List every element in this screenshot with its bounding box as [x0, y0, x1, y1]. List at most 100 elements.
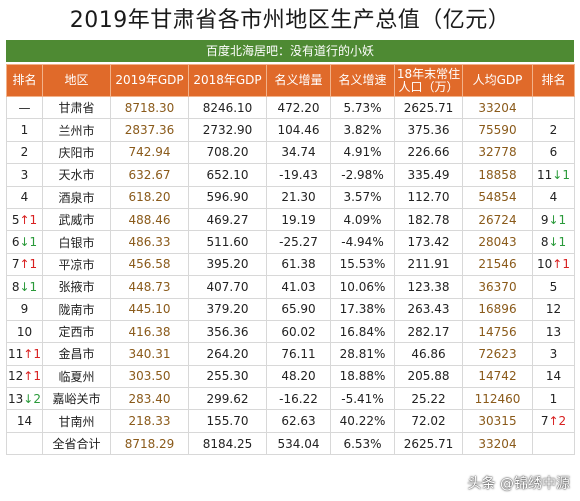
population-cell-value: 335.49	[407, 167, 450, 182]
watermark: 头条 @锦绣中源	[467, 476, 570, 492]
per-capita-cell: 14756	[462, 319, 533, 344]
region-cell-value: 庆阳市	[58, 145, 95, 160]
rank-cell: 4	[6, 185, 43, 209]
region-cell: 甘南州	[42, 409, 111, 433]
increase-cell-value: 534.04	[277, 436, 320, 451]
increase-header: 名义增量	[266, 64, 331, 97]
pc-rank-cell-value: 11	[537, 167, 553, 182]
population-cell-value: 205.88	[407, 369, 450, 384]
per-capita-cell-value: 14756	[478, 324, 517, 339]
gdp2019-cell: 618.20	[110, 185, 189, 209]
growth-cell: 4.09%	[330, 207, 395, 232]
rank-down-indicator: ↓1	[548, 235, 567, 250]
increase-cell-value: 65.90	[281, 302, 316, 317]
rank-cell: 3	[6, 163, 43, 187]
per-capita-cell-value: 32778	[478, 145, 517, 160]
per-capita-cell: 26724	[462, 207, 533, 232]
increase-cell-value: 60.02	[281, 324, 316, 339]
table-body: — 甘肃省 8718.30 8246.10 472.20 5.73% 2625.71 3320…	[6, 95, 575, 456]
growth-cell-value: 16.84%	[339, 324, 386, 339]
pc-rank-cell-value: 4	[549, 190, 558, 205]
population-cell-value: 282.17	[407, 324, 450, 339]
per-capita-cell-value: 36370	[478, 279, 517, 294]
gdp2018-cell-value: 8246.10	[202, 100, 253, 115]
pc-rank-cell: 7↑2	[532, 409, 575, 433]
region-cell-value: 甘肃省	[58, 101, 95, 116]
increase-cell-value: 48.20	[281, 369, 316, 384]
gdp2019-cell-value: 8718.30	[124, 100, 175, 115]
rank-up-indicator: ↑1	[552, 257, 570, 272]
population-cell-value: 72.02	[411, 414, 446, 429]
increase-cell-value: 19.19	[281, 212, 316, 227]
region-cell-value: 天水市	[58, 168, 95, 183]
rank-cell-value: 14	[16, 414, 33, 429]
increase-cell: 41.03	[266, 275, 331, 299]
gdp2018-cell: 652.10	[188, 163, 267, 187]
gdp2018-cell-value: 407.70	[206, 279, 249, 294]
gdp2018-header: 2018年GDP	[188, 64, 267, 97]
rank-cell-value: 12	[8, 369, 24, 384]
population-cell-value: 2625.71	[403, 100, 454, 115]
region-cell: 酒泉市	[42, 185, 111, 209]
increase-cell-value: -25.27	[279, 235, 318, 250]
table-row: 13↓2 嘉峪关市 283.40 299.62 -16.22 -5.41% 25.22 112…	[6, 387, 575, 411]
rank-cell: —	[6, 95, 43, 120]
growth-cell-value: 3.82%	[343, 123, 382, 138]
growth-cell: 5.73%	[330, 95, 395, 120]
rank-cell-value: 10	[16, 324, 33, 339]
table-row: 5↑1 武威市 488.46 469.27 19.19 4.09% 182.78 26724 9…	[6, 207, 575, 232]
rank-cell: 5↑1	[6, 207, 43, 232]
rank-cell: 9	[6, 297, 43, 321]
population-cell: 2625.71	[394, 431, 463, 456]
rank-header: 排名	[6, 64, 43, 97]
per-capita-cell-value: 28043	[478, 235, 517, 250]
gdp2018-cell: 155.70	[188, 409, 267, 433]
per-capita-cell-value: 18858	[478, 167, 517, 182]
pc-rank-cell-value: 7	[540, 414, 549, 429]
population-cell-value: 46.86	[411, 346, 446, 361]
population-header: 18年末常住人口（万）	[394, 64, 463, 97]
increase-cell-value: -16.22	[279, 391, 318, 406]
pc-rank-cell-value: 8	[540, 235, 549, 250]
pc-rank-cell: 9↓1	[532, 207, 575, 232]
gdp2019-cell-value: 303.50	[128, 369, 171, 384]
gdp2018-cell: 708.20	[188, 140, 267, 165]
gdp2018-cell: 2732.90	[188, 118, 267, 142]
increase-cell: -25.27	[266, 230, 331, 254]
rank-down-indicator: ↓1	[19, 235, 38, 250]
rank-cell-value: 2	[20, 145, 29, 160]
per-capita-cell-value: 33204	[478, 436, 517, 451]
per-capita-cell-value: 30315	[478, 414, 517, 429]
rank-cell: 12↑1	[6, 364, 43, 389]
gdp2018-cell: 379.20	[188, 297, 267, 321]
per-capita-cell-value: 21546	[478, 257, 517, 272]
per-capita-cell: 18858	[462, 163, 533, 187]
pc-rank-cell: 5	[532, 275, 575, 299]
rank-cell: 13↓2	[6, 387, 43, 411]
population-cell-value: 123.38	[407, 279, 450, 294]
gdp2018-cell-value: 2732.90	[202, 123, 253, 138]
pc-rank-cell: 10↑1	[532, 252, 575, 277]
population-cell-value: 112.70	[407, 190, 450, 205]
gdp2018-cell-value: 255.30	[206, 369, 249, 384]
increase-cell: -19.43	[266, 163, 331, 187]
per-capita-cell: 16896	[462, 297, 533, 321]
population-cell: 2625.71	[394, 95, 463, 120]
region-cell-value: 酒泉市	[58, 190, 95, 205]
gdp2019-cell: 742.94	[110, 140, 189, 165]
gdp2018-cell: 264.20	[188, 342, 267, 366]
rank-cell-value: 1	[20, 123, 29, 138]
growth-cell: 4.91%	[330, 140, 395, 165]
population-cell: 211.91	[394, 252, 463, 277]
growth-cell-value: 4.09%	[343, 212, 382, 227]
region-cell: 全省合计	[42, 431, 111, 456]
increase-cell-value: 472.20	[277, 100, 320, 115]
pc-rank-cell	[532, 431, 575, 456]
gdp2019-cell-value: 8718.29	[124, 436, 175, 451]
population-cell: 205.88	[394, 364, 463, 389]
pc-rank-cell-value: 5	[549, 279, 558, 294]
rank-cell: 8↓1	[6, 275, 43, 299]
growth-cell: 18.88%	[330, 364, 395, 389]
population-cell: 173.42	[394, 230, 463, 254]
